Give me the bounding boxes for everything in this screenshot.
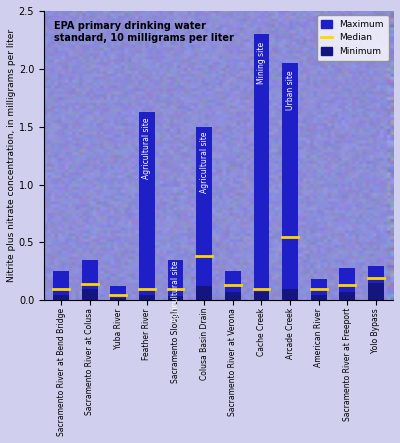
Bar bbox=[282, 289, 298, 300]
Bar bbox=[196, 287, 212, 300]
Bar bbox=[168, 260, 184, 300]
Bar bbox=[168, 295, 184, 300]
Bar bbox=[368, 265, 384, 300]
Bar bbox=[225, 292, 241, 300]
Bar bbox=[311, 295, 326, 300]
Bar bbox=[340, 268, 355, 300]
Text: Mining site: Mining site bbox=[257, 42, 266, 84]
Bar bbox=[139, 295, 155, 300]
Bar bbox=[340, 292, 355, 300]
Bar bbox=[110, 287, 126, 300]
Bar bbox=[82, 289, 98, 300]
Bar bbox=[82, 260, 98, 300]
Bar bbox=[254, 292, 269, 300]
Text: EPA primary drinking water
standard, 10 milligrams per liter: EPA primary drinking water standard, 10 … bbox=[54, 21, 234, 43]
Bar bbox=[110, 298, 126, 300]
Text: Agricultural site: Agricultural site bbox=[200, 132, 209, 194]
Bar bbox=[139, 112, 155, 300]
Text: Urban site: Urban site bbox=[286, 70, 294, 110]
Bar bbox=[196, 127, 212, 300]
Bar bbox=[254, 34, 269, 300]
Text: Agricultural site: Agricultural site bbox=[142, 117, 152, 179]
Bar bbox=[311, 280, 326, 300]
Bar bbox=[368, 283, 384, 300]
Bar bbox=[225, 272, 241, 300]
Bar bbox=[53, 272, 69, 300]
Y-axis label: Nitrite plus nitrate concentration, in milligrams per liter: Nitrite plus nitrate concentration, in m… bbox=[7, 29, 16, 282]
Bar bbox=[53, 295, 69, 300]
Text: Agricultural site: Agricultural site bbox=[171, 261, 180, 323]
Bar bbox=[282, 63, 298, 300]
Legend: Maximum, Median, Minimum: Maximum, Median, Minimum bbox=[317, 16, 388, 61]
